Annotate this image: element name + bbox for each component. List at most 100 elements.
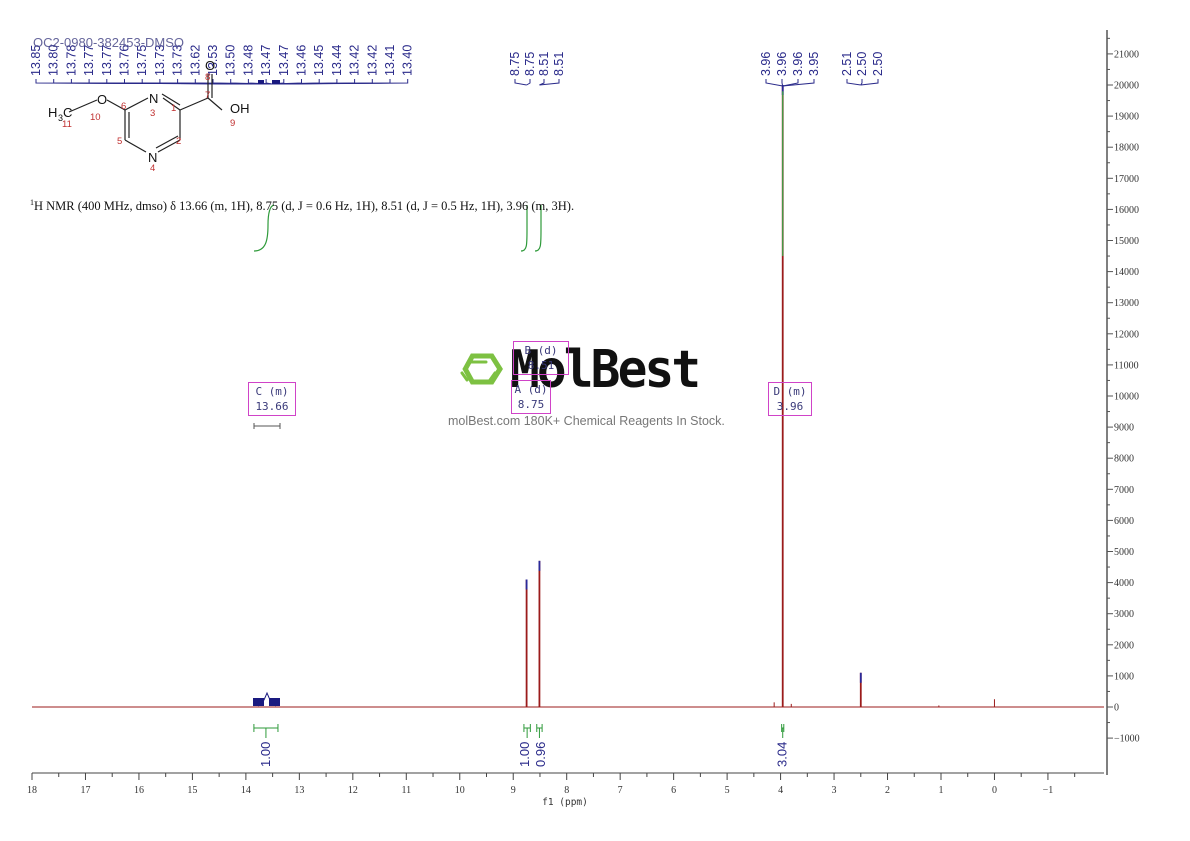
atom-label: OH xyxy=(230,101,250,116)
peak-label: 13.77 xyxy=(82,45,96,76)
box-mult: (d) xyxy=(537,344,558,357)
atom-label: O xyxy=(205,58,215,73)
multiplet-box-b: B (d) 8.51 xyxy=(513,341,569,375)
y-axis: −1000 0 1000 2000 3000 4000 5000 6000 7000 8000 90… xyxy=(1106,30,1140,775)
watermark-brand: MolBest xyxy=(510,340,701,400)
box-mult: (m) xyxy=(786,385,807,398)
atom-number: 6 xyxy=(121,101,126,112)
y-tick-label: 20000 xyxy=(1114,81,1139,92)
integral-curves xyxy=(253,204,542,252)
y-tick-label: 15000 xyxy=(1114,236,1139,247)
atom-label: N xyxy=(148,150,157,165)
peak-label: 13.80 xyxy=(47,45,61,76)
atom-number: 9 xyxy=(230,118,235,129)
x-tick-label: 3 xyxy=(832,785,837,796)
box-id: C xyxy=(255,385,263,398)
y-tick-label: 8000 xyxy=(1114,454,1134,465)
x-tick-label: 1 xyxy=(938,785,943,796)
atom-number: 1 xyxy=(171,103,176,114)
y-tick-label: 7000 xyxy=(1114,485,1134,496)
y-tick-label: 6000 xyxy=(1114,516,1134,527)
integral-value: 0.96 xyxy=(533,742,548,767)
multiplet-box-c: C (m) 13.66 xyxy=(248,382,296,416)
y-tick-label: 1000 xyxy=(1114,671,1134,682)
x-tick-label: 8 xyxy=(564,785,569,796)
peak-label: 13.77 xyxy=(100,45,114,76)
peak-label: 8.51 xyxy=(537,52,551,76)
peak-label: 13.40 xyxy=(401,45,415,76)
peak-label: 13.53 xyxy=(206,45,220,76)
x-tick-label: 0 xyxy=(992,785,997,796)
integrals: 1.00 1.00 0.96 3.04 xyxy=(253,423,790,767)
watermark-tagline: molBest.com 180K+ Chemical Reagents In S… xyxy=(448,414,725,428)
x-tick-label: 7 xyxy=(618,785,623,796)
atom-label: N xyxy=(149,91,158,106)
peak-label: 13.62 xyxy=(188,45,202,76)
x-tick-label: 2 xyxy=(885,785,890,796)
peak-label: 13.85 xyxy=(29,45,43,76)
atom-number: 3 xyxy=(150,108,155,119)
y-tick-label: −1000 xyxy=(1114,734,1140,745)
peak-label: 13.42 xyxy=(348,45,362,76)
atom-number: 2 xyxy=(176,136,181,147)
atom-number: 5 xyxy=(117,136,122,147)
peak-label: 13.47 xyxy=(259,45,273,76)
y-tick-label: 9000 xyxy=(1114,423,1134,434)
x-tick-label: 14 xyxy=(241,785,251,796)
y-tick-label: 11000 xyxy=(1114,360,1139,371)
y-tick-label: 3000 xyxy=(1114,609,1134,620)
svg-text:3: 3 xyxy=(58,113,63,123)
peak-label: 13.45 xyxy=(312,45,326,76)
box-shift: 8.75 xyxy=(517,398,545,411)
y-tick-label: 0 xyxy=(1114,703,1119,714)
atom-h3c: H xyxy=(48,105,57,120)
x-tick-label: 18 xyxy=(27,785,37,796)
summary-body: H NMR (400 MHz, dmso) δ 13.66 (m, 1H), 8… xyxy=(34,199,575,214)
peak-label: 3.95 xyxy=(807,52,821,76)
atom-number: 4 xyxy=(150,163,155,174)
multiplet-box-a: A (d) 8.75 xyxy=(511,380,551,414)
peak-label: 13.76 xyxy=(118,45,132,76)
peak-label: 13.48 xyxy=(241,45,255,76)
x-tick-label: −1 xyxy=(1043,785,1054,796)
peak-labels: 13.85 13.80 13.78 13.77 13.77 13.76 13.75 13.73… xyxy=(29,35,885,87)
peak-label: 13.78 xyxy=(64,45,78,76)
peak-label: 13.46 xyxy=(295,45,309,76)
box-id: D xyxy=(773,385,781,398)
peak-label: 2.51 xyxy=(840,52,854,76)
atom-number: 8 xyxy=(205,72,210,83)
x-tick-label: 6 xyxy=(671,785,676,796)
spectrum-trace xyxy=(32,85,1104,708)
integral-value: 3.04 xyxy=(775,742,790,767)
peak-label: 13.42 xyxy=(365,45,379,76)
peak-label: 8.51 xyxy=(552,52,566,76)
x-tick-label: 15 xyxy=(187,785,197,796)
y-tick-label: 5000 xyxy=(1114,547,1134,558)
y-tick-label: 4000 xyxy=(1114,578,1134,589)
peak-label: 13.75 xyxy=(135,45,149,76)
molbest-logo-icon xyxy=(460,353,503,385)
integral-value: 1.00 xyxy=(258,742,273,767)
peak-label: 13.44 xyxy=(330,45,344,76)
box-mult: (m) xyxy=(268,385,289,398)
x-tick-label: 13 xyxy=(294,785,304,796)
peak-label: 2.50 xyxy=(855,52,869,76)
peak-label: 8.75 xyxy=(523,52,537,76)
peak-label: 13.73 xyxy=(153,45,167,76)
peak-label: 8.75 xyxy=(508,52,522,76)
peak-label: 3.96 xyxy=(775,52,789,76)
atom-number: 10 xyxy=(90,112,101,123)
x-tick-label: 5 xyxy=(725,785,730,796)
box-mult: (d) xyxy=(527,383,548,396)
y-tick-label: 17000 xyxy=(1114,174,1139,185)
y-tick-label: 14000 xyxy=(1114,267,1139,278)
box-shift: 8.51 xyxy=(527,359,555,372)
x-axis: 18 17 16 15 14 13 12 11 10 9 8 7 6 5 4 3 2 1 0 −1f1 (ppm) xyxy=(27,772,1104,808)
peak-label: 2.50 xyxy=(871,52,885,76)
y-tick-label: 18000 xyxy=(1114,143,1139,154)
x-tick-label: 11 xyxy=(401,785,411,796)
atom-label: C xyxy=(63,105,72,120)
atom-number: 11 xyxy=(62,119,72,130)
peak-label: 13.41 xyxy=(383,45,397,76)
